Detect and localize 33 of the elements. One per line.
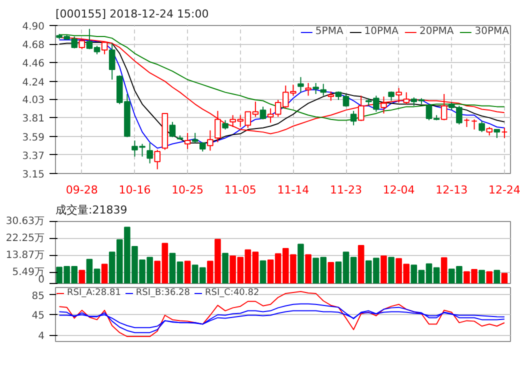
y-tick-label: 45 xyxy=(32,310,45,322)
legend-label: 30PMA xyxy=(474,26,509,37)
y-tick-label: 4.03 xyxy=(22,95,44,106)
x-tick-label: 11-14 xyxy=(277,184,310,196)
y-tick-label: 3.81 xyxy=(22,114,44,125)
y-tick-label: 4 xyxy=(38,331,45,342)
chart-title: 成交量:21839 xyxy=(56,204,128,216)
chart-title: [000155] 2018-12-24 15:00 xyxy=(56,8,209,20)
y-tick-label: 3.15 xyxy=(22,170,44,180)
y-tick-label: 4.46 xyxy=(22,58,44,70)
y-tick-label: 4.90 xyxy=(22,22,44,32)
x-tick-label: 11-23 xyxy=(330,184,362,196)
x-tick-label: 09-28 xyxy=(66,184,98,196)
y-tick-label: 13.87万 xyxy=(6,250,45,261)
y-tick-label: 3.37 xyxy=(22,150,44,162)
x-tick-label: 10-25 xyxy=(172,184,204,196)
y-tick-label: 4.68 xyxy=(22,40,44,52)
legend-label: RSI_C:40.82 xyxy=(205,288,260,298)
y-tick-label: 85 xyxy=(32,290,45,302)
y-tick-label: 4.24 xyxy=(22,77,44,88)
x-tick-label: 12-04 xyxy=(382,184,415,196)
series-label: RSI_A:28.81 xyxy=(67,288,121,298)
y-tick-label: 30.63万 xyxy=(6,216,45,227)
x-tick-label: 10-16 xyxy=(118,184,151,196)
legend-label: 5PMA xyxy=(315,26,344,37)
y-tick-label: 22.25万 xyxy=(6,232,45,244)
y-tick-label: 3.59 xyxy=(22,132,44,144)
legend-label: RSI_B:36.28 xyxy=(136,288,190,298)
x-tick-label: 12-24 xyxy=(488,184,520,196)
legend-label: 10PMA xyxy=(364,26,399,37)
x-tick-label: 12-13 xyxy=(436,184,468,196)
x-tick-label: 11-05 xyxy=(224,184,256,196)
legend-label: 20PMA xyxy=(420,26,454,37)
